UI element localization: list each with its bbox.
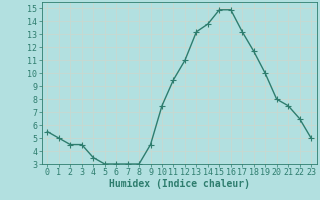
X-axis label: Humidex (Indice chaleur): Humidex (Indice chaleur) bbox=[109, 179, 250, 189]
